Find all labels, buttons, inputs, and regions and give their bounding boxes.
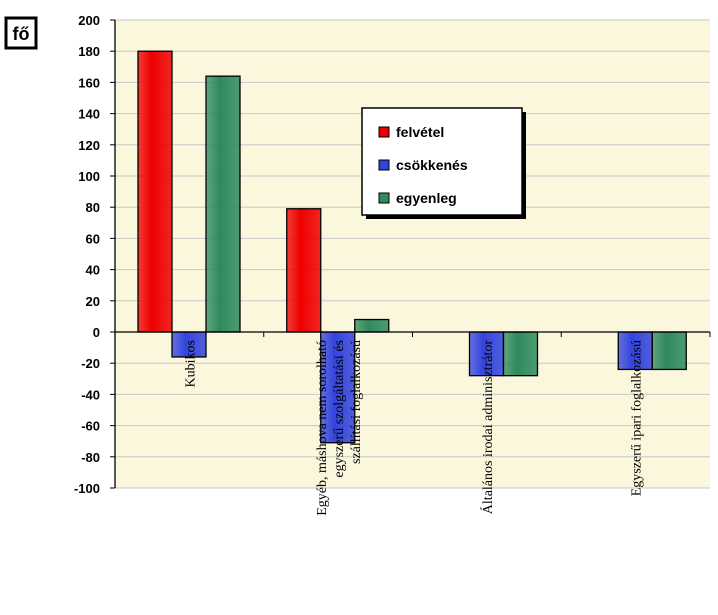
bar [137, 50, 173, 333]
category-label-line: Egyéb, máshova nem sorolható [315, 340, 330, 516]
bar [205, 75, 241, 333]
unit-label: fő [13, 24, 30, 44]
legend: felvétel csökkenés egyenleg [361, 107, 526, 219]
category-label: Kubikos [183, 340, 198, 387]
bar-rect [286, 208, 322, 333]
unit-label-box: fő [4, 16, 38, 50]
legend-item: egyenleg [378, 190, 457, 206]
bar-rect [651, 331, 687, 371]
plot-area [115, 20, 710, 488]
bar [502, 331, 539, 377]
bar-rect [617, 331, 653, 371]
y-tick-label: -40 [81, 387, 100, 402]
legend-label: felvétel [396, 124, 444, 140]
bar [320, 331, 356, 444]
bar [286, 208, 322, 333]
legend-label: csökkenés [396, 157, 468, 173]
bar-rect [171, 331, 207, 358]
category-label-line: Kubikos [183, 340, 198, 387]
category-label-line: Egyszerű ipari foglalkozású [630, 340, 645, 496]
category-label: Egyszerű ipari foglalkozású [630, 340, 645, 496]
y-tick-label: 160 [78, 75, 100, 90]
unit-label-frame [4, 16, 38, 50]
category-label: Egyéb, máshova nem sorolható egyszerű szo… [315, 340, 364, 516]
legend-swatch [378, 159, 390, 171]
bar [354, 318, 390, 333]
category-label-line: egyszerű szolgáltatási és [332, 340, 347, 478]
y-tick-label: 100 [78, 169, 100, 184]
y-tick-label: 180 [78, 44, 100, 59]
category-labels: Kubikos Egyéb, máshova nem sorolható egysz… [183, 340, 644, 516]
y-tick-label: 0 [93, 325, 100, 340]
legend-swatch [378, 126, 390, 138]
y-tick-label: 20 [86, 294, 100, 309]
legend-swatch [378, 192, 390, 204]
axes [114, 20, 711, 488]
bar [651, 331, 687, 371]
y-axis-tick-labels: 200180160140120100806040200-20-40-60-80-… [74, 13, 115, 496]
bars [137, 50, 687, 444]
y-tick-label: -100 [74, 481, 100, 496]
category-label: Általános irodai adminisztrátor [479, 340, 496, 515]
y-tick-label: -80 [81, 450, 100, 465]
category-label-line: Általános irodai adminisztrátor [479, 340, 496, 515]
bar [171, 331, 207, 358]
y-tick-label: 40 [86, 263, 100, 278]
legend-item: felvétel [378, 124, 444, 140]
y-tick-label: 140 [78, 107, 100, 122]
y-tick-label: -60 [81, 419, 100, 434]
y-tick-label: 120 [78, 138, 100, 153]
category-label-line: szállítási foglalkozású [349, 340, 364, 464]
bar-rect [502, 331, 539, 377]
y-tick-label: 80 [86, 200, 100, 215]
legend-item: csökkenés [378, 157, 468, 173]
bar-rect [354, 318, 390, 333]
bar-rect [205, 75, 241, 333]
bar-rect [320, 331, 356, 444]
bar-rect [137, 50, 173, 333]
y-tick-label: 60 [86, 231, 100, 246]
y-tick-label: 200 [78, 13, 100, 28]
y-tick-label: -20 [81, 356, 100, 371]
bar [617, 331, 653, 371]
legend-label: egyenleg [396, 190, 457, 206]
